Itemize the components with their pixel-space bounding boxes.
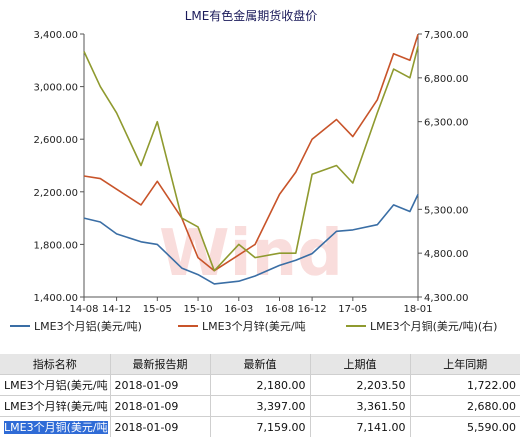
- cell-latest: 2,180.00: [210, 374, 311, 396]
- left-tick-label: 1,800.00: [33, 240, 78, 251]
- table-header-row: 指标名称 最新报告期 最新值 上期值 上年同期: [0, 354, 520, 375]
- cell-latest: 7,159.00: [210, 416, 311, 437]
- series-line-1: [83, 34, 419, 272]
- left-tick-label: 2,600.00: [33, 135, 78, 146]
- right-tick-label: 7,300.00: [424, 30, 469, 41]
- cell-date: 2018-01-09: [110, 416, 211, 437]
- header-previous-value[interactable]: 上期值: [310, 354, 411, 375]
- x-tick-label: 14-12: [102, 304, 131, 315]
- cell-date: 2018-01-09: [110, 374, 211, 396]
- x-tick-label: 15-05: [143, 304, 172, 315]
- x-tick-label: 15-10: [184, 304, 213, 315]
- table-row-zinc[interactable]: LME3个月锌(美元/吨 2018-01-09 3,397.00 3,361.5…: [0, 395, 520, 417]
- right-tick-label: 6,300.00: [424, 118, 469, 129]
- legend-label-0: LME3个月铝(美元/吨): [34, 319, 142, 333]
- cell-last-year: 1,722.00: [410, 374, 520, 396]
- indicator-table: 指标名称 最新报告期 最新值 上期值 上年同期 LME3个月铝(美元/吨 201…: [0, 354, 520, 437]
- legend-label-2: LME3个月铜(美元/吨)(右): [370, 319, 497, 333]
- x-tick-label: 16-03: [224, 304, 253, 315]
- cell-last-year: 2,680.00: [410, 395, 520, 417]
- chart-area: Wind LME有色金属期货收盘价 1,400.00 1,800.00 2,200.00…: [10, 8, 497, 333]
- x-tick-label: 16-12: [298, 304, 327, 315]
- x-tick-label: 17-05: [338, 304, 367, 315]
- x-tick-label: 18-01: [403, 304, 432, 315]
- cell-last-year: 5,590.00: [410, 416, 520, 437]
- table-row-copper[interactable]: LME3个月铜(美元/吨 2018-01-09 7,159.00 7,141.0…: [0, 416, 520, 437]
- price-chart: WindLME有色金属期货收盘价1,400.001,800.002,200.00…: [10, 8, 497, 333]
- header-indicator-name[interactable]: 指标名称: [0, 354, 111, 375]
- left-tick-label: 3,400.00: [33, 30, 78, 41]
- cell-name: LME3个月铝(美元/吨: [0, 374, 111, 396]
- chart-title: LME有色金属期货收盘价: [185, 8, 318, 23]
- cell-latest: 3,397.00: [210, 395, 311, 417]
- x-tick-label: 16-08: [265, 304, 294, 315]
- table-row-aluminum[interactable]: LME3个月铝(美元/吨 2018-01-09 2,180.00 2,203.5…: [0, 374, 520, 396]
- left-tick-label: 2,200.00: [33, 188, 78, 199]
- header-latest-period[interactable]: 最新报告期: [110, 354, 211, 375]
- header-latest-value[interactable]: 最新值: [210, 354, 311, 375]
- cell-name: LME3个月锌(美元/吨: [0, 395, 111, 417]
- left-tick-label: 3,000.00: [33, 83, 78, 94]
- series-line-0: [83, 194, 419, 285]
- left-tick-label: 1,400.00: [33, 293, 78, 304]
- right-tick-label: 4,800.00: [424, 249, 469, 260]
- right-tick-label: 5,300.00: [424, 205, 469, 216]
- cell-previous: 3,361.50: [310, 395, 411, 417]
- series-line-2: [83, 46, 419, 272]
- cell-name-text: LME3个月铜(美元/吨: [4, 421, 108, 434]
- cell-previous: 2,203.50: [310, 374, 411, 396]
- right-tick-label: 6,800.00: [424, 74, 469, 85]
- right-tick-label: 4,300.00: [424, 293, 469, 304]
- x-tick-label: 14-08: [69, 304, 98, 315]
- cell-previous: 7,141.00: [310, 416, 411, 437]
- cell-name: LME3个月铜(美元/吨: [0, 416, 111, 437]
- legend-label-1: LME3个月锌(美元/吨: [202, 319, 306, 333]
- cell-date: 2018-01-09: [110, 395, 211, 417]
- header-last-year[interactable]: 上年同期: [410, 354, 520, 375]
